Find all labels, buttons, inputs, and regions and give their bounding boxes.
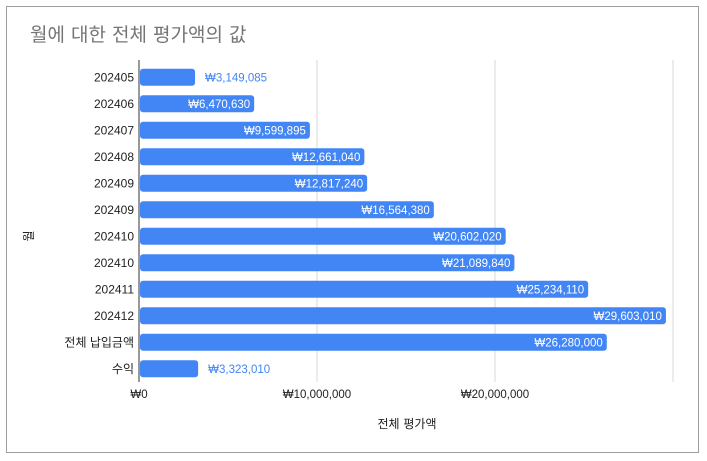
bar <box>140 174 368 192</box>
y-tick-label: 202406 <box>94 97 134 111</box>
y-tick-label: 202409 <box>94 203 134 217</box>
bar <box>140 333 607 351</box>
y-tick-label: 202410 <box>94 256 134 270</box>
bar <box>140 148 365 166</box>
bar <box>140 280 589 298</box>
bar <box>140 121 310 139</box>
bar-data-label: ₩25,234,110 <box>517 284 585 296</box>
x-tick-label: ₩20,000,000 <box>461 389 529 401</box>
bar <box>140 360 199 378</box>
bar-data-label: ₩21,089,840 <box>442 258 510 270</box>
y-tick-label: 202408 <box>94 150 134 164</box>
x-axis-title: 전체 평가액 <box>377 417 436 431</box>
bar-data-label: ₩6,470,630 <box>188 99 250 111</box>
bar <box>140 201 434 219</box>
y-tick-label: 202407 <box>94 123 134 137</box>
grid-lines <box>138 60 674 382</box>
y-tick-label: 202411 <box>95 282 134 296</box>
y-tick-label: 202409 <box>94 176 134 190</box>
y-tick-label: 202410 <box>94 229 134 243</box>
x-tick-label: ₩0 <box>130 389 147 401</box>
bar-data-label: ₩3,149,085 <box>205 72 267 84</box>
y-tick-label: 202405 <box>94 70 134 84</box>
bar-data-label: ₩12,817,240 <box>295 178 363 190</box>
bar-data-label: ₩3,323,010 <box>208 364 270 376</box>
bar-data-label: ₩9,599,895 <box>244 125 306 137</box>
bar <box>140 95 255 113</box>
y-tick-labels: 202405 202406 202407 202408 202409 202409 2024… <box>64 70 134 376</box>
bar <box>140 227 506 245</box>
bar-data-label: ₩26,280,000 <box>534 337 602 349</box>
bar-data-label: ₩16,564,380 <box>361 205 429 217</box>
bar-data-label: ₩20,602,020 <box>433 231 501 243</box>
bars: ₩3,149,085 ₩6,470,630 ₩9,599,895 ₩12,661,04… <box>140 68 666 378</box>
bar <box>140 254 515 272</box>
y-tick-label: 전체 납입금액 <box>64 335 134 349</box>
y-tick-label: 202412 <box>94 309 134 323</box>
bar-data-label: ₩29,603,010 <box>594 311 662 323</box>
x-tick-labels: ₩0 ₩10,000,000 ₩20,000,000 <box>130 389 529 401</box>
bar-data-label: ₩12,661,040 <box>292 152 360 164</box>
bar <box>140 307 666 325</box>
chart-title: 월에 대한 전체 평가액의 값 <box>30 24 247 46</box>
bar <box>140 68 196 86</box>
y-tick-label: 수익 <box>112 362 134 376</box>
y-axis-title: 월 <box>22 230 36 241</box>
x-tick-label: ₩10,000,000 <box>283 389 351 401</box>
